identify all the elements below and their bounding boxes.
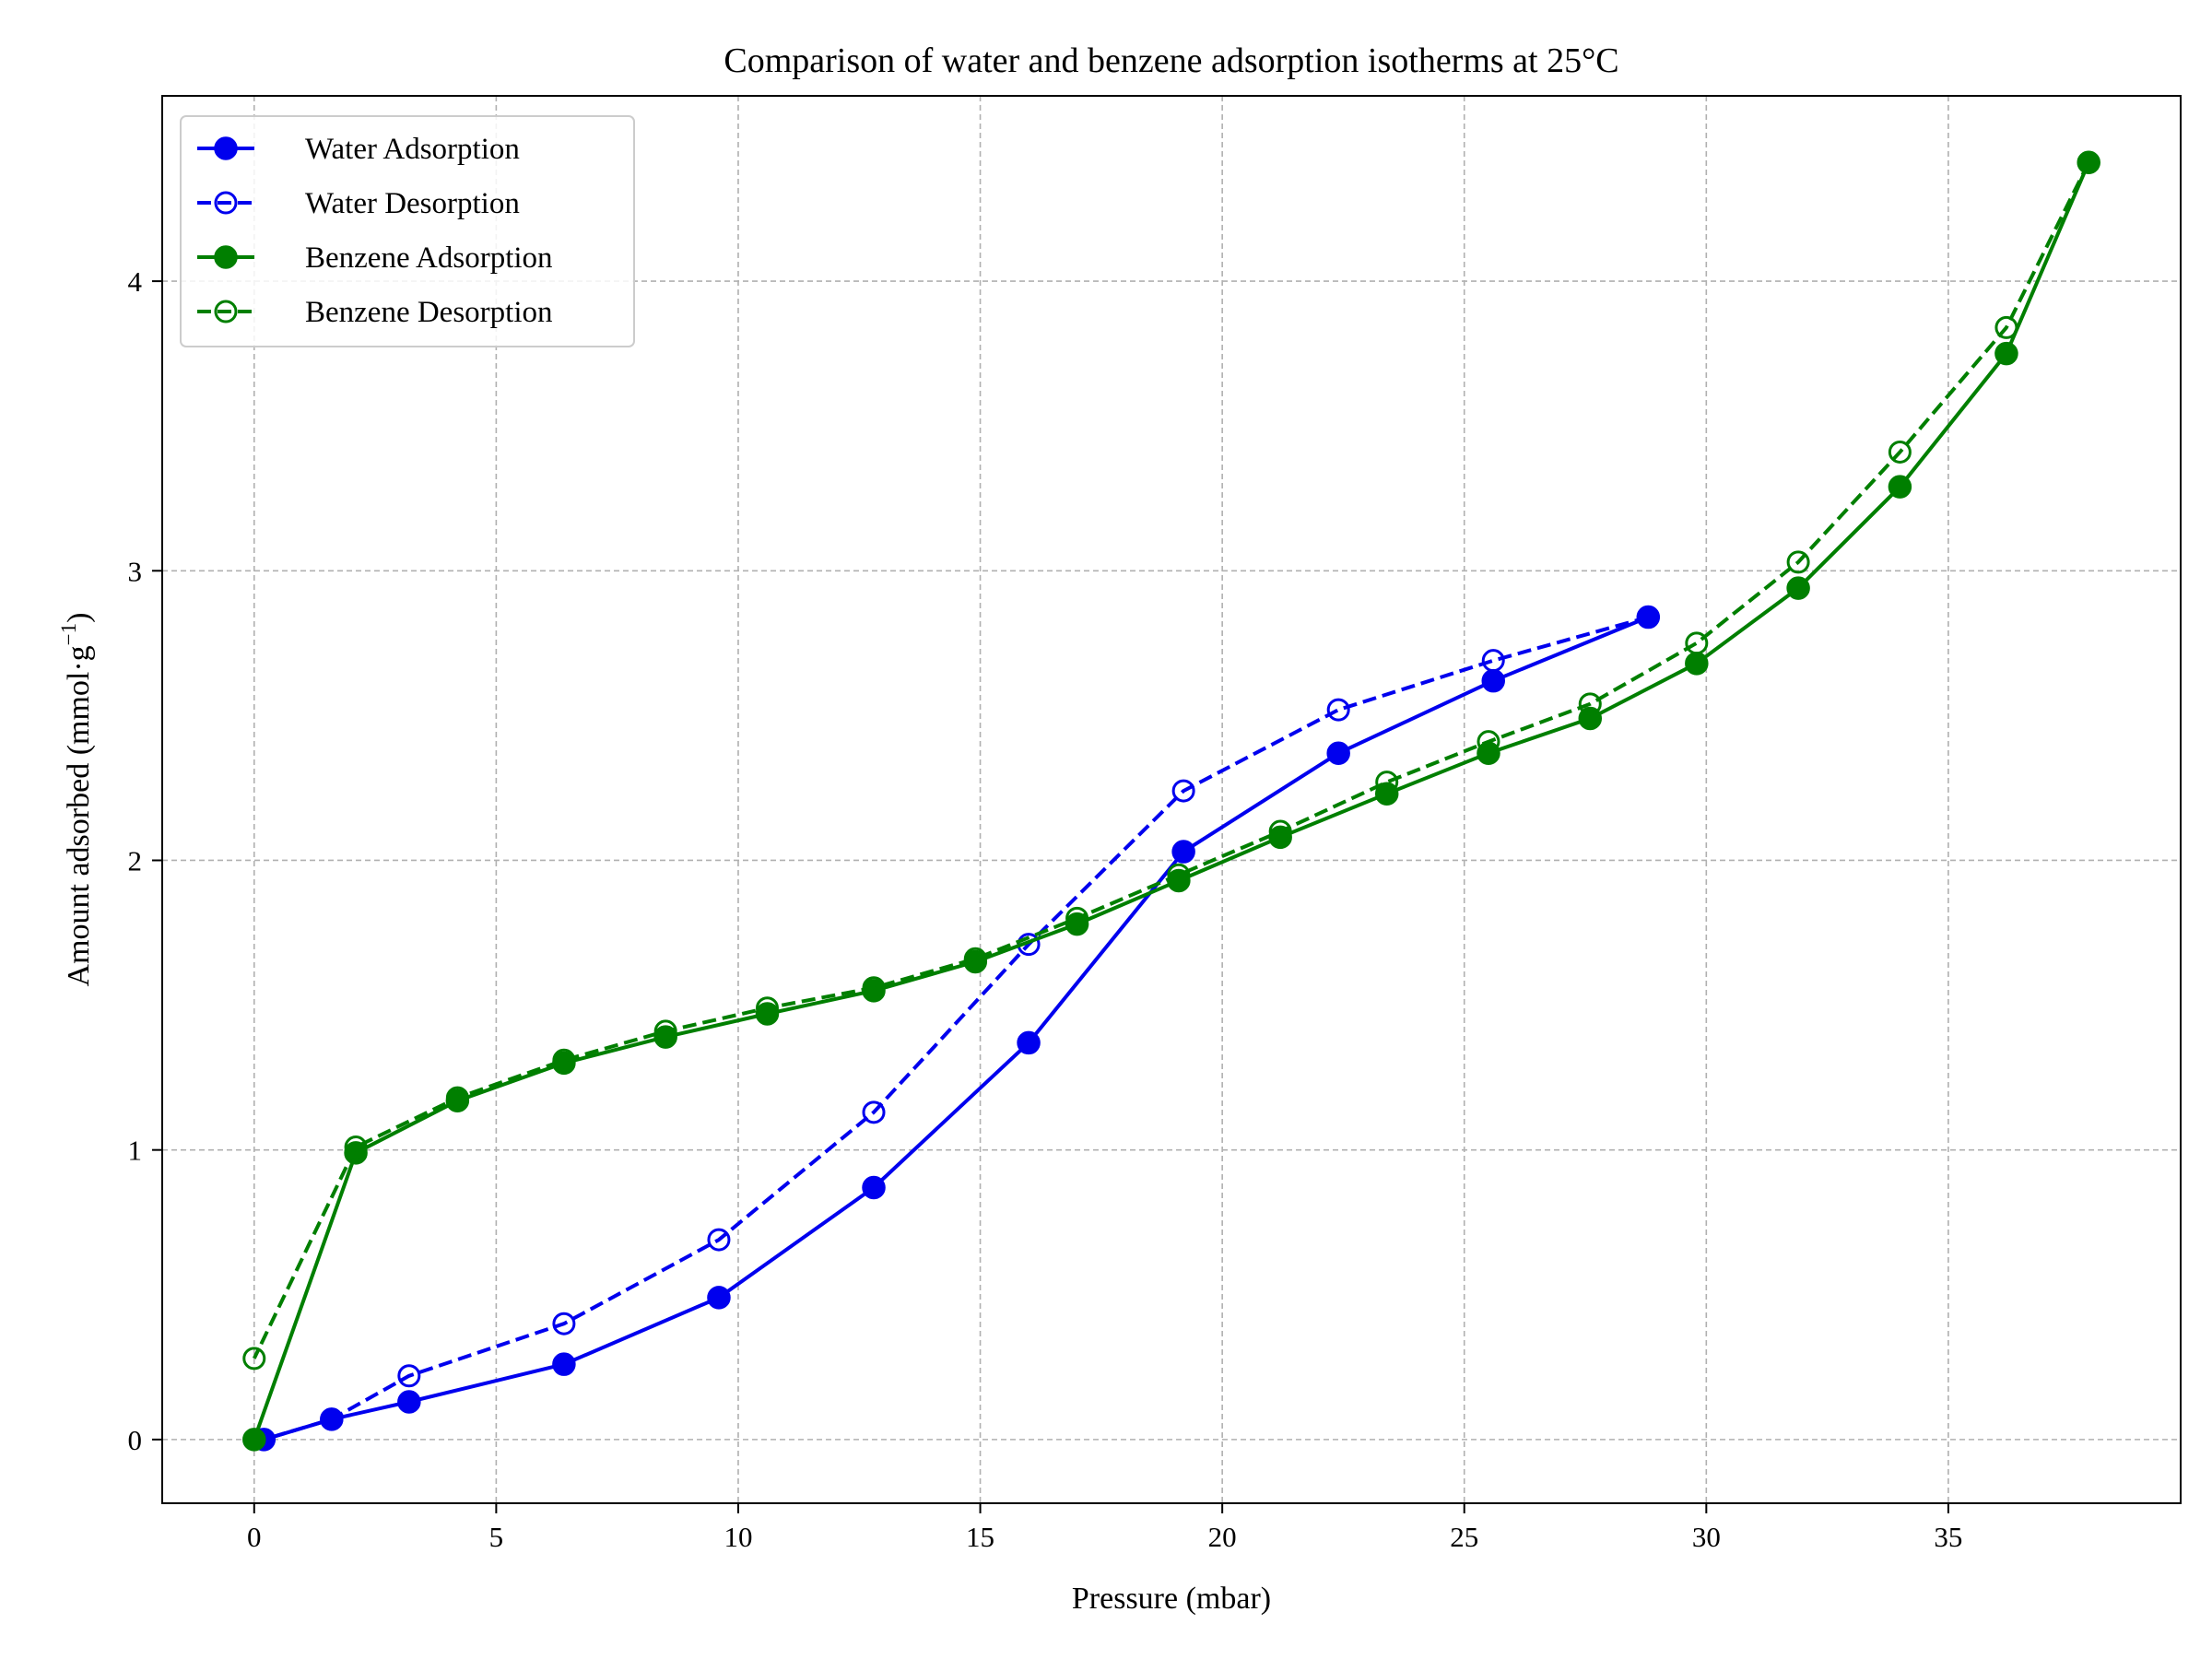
- y-tick-label: 1: [128, 1135, 143, 1167]
- y-axis-label-main: Amount adsorbed (mmol·g: [62, 645, 96, 986]
- y-tick-label: 4: [128, 265, 143, 298]
- data-point: [1888, 440, 1912, 464]
- data-point: [552, 1048, 576, 1072]
- data-point: [1477, 730, 1500, 754]
- data-point: [1994, 315, 2018, 339]
- data-point: [242, 1347, 266, 1371]
- y-axis-label-superscript: −1: [57, 623, 80, 645]
- legend-entry-benzene-adsorption: Benzene Adsorption: [197, 241, 553, 275]
- x-tick-label: 10: [724, 1521, 752, 1553]
- y-tick-label: 2: [128, 844, 143, 877]
- data-point: [1636, 606, 1660, 629]
- data-point: [755, 996, 779, 1020]
- data-point: [1786, 576, 1810, 600]
- legend-label: Benzene Desorption: [305, 296, 553, 329]
- y-axis-label-end: ): [62, 613, 96, 623]
- legend-box: [180, 115, 635, 347]
- data-point: [653, 1019, 677, 1043]
- legend-marker: [214, 136, 238, 160]
- data-point: [397, 1390, 421, 1414]
- data-point: [707, 1228, 731, 1252]
- data-point: [1994, 341, 2018, 366]
- y-tick-label: 3: [128, 555, 143, 587]
- legend-entry-benzene-desorption: Benzene Desorption: [197, 296, 553, 329]
- legend-label: Water Desorption: [305, 187, 520, 220]
- x-tick-label: 0: [247, 1521, 262, 1553]
- data-point: [1375, 771, 1399, 794]
- legend: Water Adsorption Water Desorption Benzene …: [180, 115, 635, 347]
- axis-ticks: 0 5 10 15 20 25 30 35 0 1 2 3 4: [128, 265, 1963, 1553]
- data-point: [445, 1086, 469, 1110]
- legend-marker: [214, 300, 238, 324]
- legend-label: Benzene Adsorption: [305, 241, 553, 275]
- data-point: [1167, 863, 1191, 887]
- data-point: [2077, 150, 2100, 174]
- data-point: [1578, 692, 1602, 716]
- data-point: [1374, 782, 1399, 806]
- grid: [162, 96, 2181, 1503]
- data-point: [963, 947, 987, 971]
- data-point: [1065, 906, 1089, 930]
- x-tick-label: 35: [1934, 1521, 1962, 1553]
- x-tick-label: 30: [1692, 1521, 1721, 1553]
- x-tick-label: 5: [489, 1521, 504, 1553]
- x-tick-label: 15: [966, 1521, 994, 1553]
- data-point: [344, 1135, 368, 1159]
- data-point: [397, 1364, 421, 1388]
- data-point: [1481, 668, 1505, 693]
- data-point: [862, 976, 886, 1000]
- legend-entry-water-desorption: Water Desorption: [197, 187, 520, 220]
- data-point: [1171, 840, 1195, 864]
- data-point: [1685, 652, 1709, 676]
- data-point: [242, 1428, 266, 1452]
- data-point: [862, 1100, 886, 1124]
- x-tick-label: 25: [1450, 1521, 1478, 1553]
- legend-entry-water-adsorption: Water Adsorption: [197, 133, 520, 166]
- data-point: [1268, 819, 1292, 843]
- plot-frame: [161, 95, 2182, 1504]
- legend-marker: [214, 245, 238, 269]
- data-point: [1017, 1030, 1041, 1055]
- legend-label: Water Adsorption: [305, 133, 520, 166]
- data-point: [1685, 631, 1709, 655]
- data-point: [552, 1352, 576, 1376]
- chart-title: Comparison of water and benzene adsorpti…: [724, 41, 1618, 80]
- data-point: [1326, 698, 1350, 722]
- x-tick-label: 20: [1208, 1521, 1237, 1553]
- data-point: [862, 1175, 886, 1200]
- data-point: [1786, 550, 1810, 574]
- data-point: [1171, 779, 1195, 803]
- series-line: [252, 161, 2090, 1359]
- legend-marker: [214, 191, 238, 215]
- data-point: [1888, 475, 1912, 499]
- series-line: [263, 615, 1649, 1441]
- data-point: [1326, 741, 1350, 765]
- y-axis-label: Amount adsorbed (mmol·g−1): [57, 613, 96, 987]
- data-point: [1477, 741, 1500, 765]
- y-tick-label: 0: [128, 1424, 143, 1456]
- series-benzene-desorption: [242, 150, 2100, 1371]
- data-point: [552, 1312, 576, 1335]
- x-axis-label: Pressure (mbar): [1072, 1582, 1271, 1616]
- data-point: [707, 1286, 731, 1310]
- data-point: [320, 1407, 344, 1431]
- series-layer: [242, 150, 2100, 1452]
- data-point: [1481, 649, 1505, 673]
